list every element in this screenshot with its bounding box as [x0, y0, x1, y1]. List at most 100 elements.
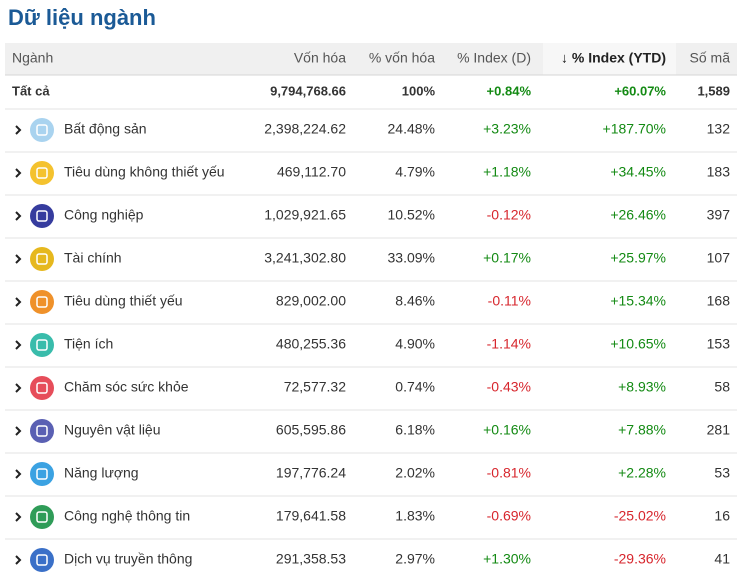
sector-icon: [30, 290, 54, 314]
cell: +15.34%: [610, 293, 666, 309]
sector-icon-glyph: [36, 253, 48, 265]
column-header: Vốn hóa: [294, 50, 346, 66]
sector-icon-glyph: [36, 425, 48, 437]
sector-icon: [30, 118, 54, 142]
cell: +26.46%: [610, 207, 666, 223]
expand-chevron: [15, 469, 22, 479]
sector-icon-glyph: [36, 468, 48, 480]
sector-name: Tiêu dùng không thiết yếu: [64, 164, 225, 180]
cell: -0.12%: [487, 207, 531, 223]
sector-name: Nguyên vật liệu: [64, 422, 161, 438]
expand-chevron: [15, 512, 22, 522]
cell: 469,112.70: [277, 164, 346, 180]
sector-icon: [30, 204, 54, 228]
cell: +10.65%: [610, 336, 666, 352]
sector-icon-glyph: [36, 511, 48, 523]
sector-name: Công nghiệp: [64, 207, 144, 223]
cell: 1.83%: [395, 508, 435, 524]
total-cell: Tất cả: [12, 83, 50, 98]
sector-name: Bất động sản: [64, 121, 147, 137]
cell: 179,641.58: [276, 508, 346, 524]
cell: -1.14%: [487, 336, 531, 352]
sector-icon-glyph: [36, 554, 48, 566]
column-header: ↓ % Index (YTD): [561, 50, 666, 66]
cell: 2,398,224.62: [264, 121, 346, 137]
cell: +7.88%: [618, 422, 666, 438]
sector-name: Tiện ích: [64, 336, 113, 352]
sector-name: Dịch vụ truyền thông: [64, 551, 192, 567]
cell: +1.30%: [483, 551, 531, 567]
sector-icon: [30, 505, 54, 529]
cell: -0.69%: [487, 508, 531, 524]
expand-chevron: [15, 340, 22, 350]
sector-icon: [30, 462, 54, 486]
sorted-header-bg: [543, 43, 676, 75]
cell: -0.43%: [487, 379, 531, 395]
sector-icon: [30, 247, 54, 271]
sector-icon-glyph: [36, 382, 48, 394]
cell: 183: [707, 164, 731, 180]
sector-icon-glyph: [36, 167, 48, 179]
cell: 281: [707, 422, 731, 438]
cell: 168: [707, 293, 731, 309]
expand-chevron: [15, 168, 22, 178]
cell: 153: [707, 336, 731, 352]
column-header: % Index (D): [457, 50, 531, 66]
total-cell: +0.84%: [487, 83, 532, 98]
total-cell: +60.07%: [614, 83, 666, 98]
sector-icon-glyph: [36, 210, 48, 222]
cell: -29.36%: [614, 551, 666, 567]
cell: 3,241,302.80: [264, 250, 346, 266]
sector-icon: [30, 419, 54, 443]
cell: 4.79%: [395, 164, 435, 180]
cell: 6.18%: [395, 422, 435, 438]
cell: 10.52%: [388, 207, 435, 223]
cell: 480,255.36: [276, 336, 346, 352]
sector-icon: [30, 548, 54, 572]
title: Dữ liệu ngành: [8, 5, 156, 30]
cell: +0.17%: [483, 250, 531, 266]
cell: +25.97%: [610, 250, 666, 266]
cell: 107: [707, 250, 731, 266]
cell: 829,002.00: [276, 293, 346, 309]
cell: 4.90%: [395, 336, 435, 352]
cell: 291,358.53: [276, 551, 346, 567]
sector-name: Chăm sóc sức khỏe: [64, 379, 189, 395]
cell: 2.02%: [395, 465, 435, 481]
cell: +8.93%: [618, 379, 666, 395]
cell: 24.48%: [388, 121, 435, 137]
expand-chevron: [15, 426, 22, 436]
cell: 72,577.32: [284, 379, 346, 395]
cell: 8.46%: [395, 293, 435, 309]
sector-icon-glyph: [36, 296, 48, 308]
cell: +2.28%: [618, 465, 666, 481]
cell: 58: [714, 379, 730, 395]
sector-icon-glyph: [36, 339, 48, 351]
cell: -0.81%: [487, 465, 531, 481]
cell: 2.97%: [395, 551, 435, 567]
cell: 132: [707, 121, 731, 137]
expand-chevron: [15, 297, 22, 307]
total-cell: 1,589: [697, 83, 730, 98]
total-cell: 100%: [402, 83, 436, 98]
sector-icon: [30, 161, 54, 185]
cell: +187.70%: [603, 121, 666, 137]
expand-chevron: [15, 383, 22, 393]
sector-icon: [30, 333, 54, 357]
cell: -25.02%: [614, 508, 666, 524]
sector-name: Công nghệ thông tin: [64, 508, 190, 524]
cell: 33.09%: [388, 250, 435, 266]
sector-name: Tiêu dùng thiết yếu: [64, 293, 183, 309]
expand-chevron: [15, 211, 22, 221]
expand-chevron: [15, 125, 22, 135]
cell: 1,029,921.65: [264, 207, 346, 223]
sector-name: Tài chính: [64, 250, 122, 266]
expand-chevron: [15, 254, 22, 264]
cell: +3.23%: [483, 121, 531, 137]
column-header: Số mã: [690, 50, 731, 66]
cell: -0.11%: [488, 293, 531, 309]
column-header: % vốn hóa: [369, 50, 435, 66]
total-cell: 9,794,768.66: [270, 83, 346, 98]
